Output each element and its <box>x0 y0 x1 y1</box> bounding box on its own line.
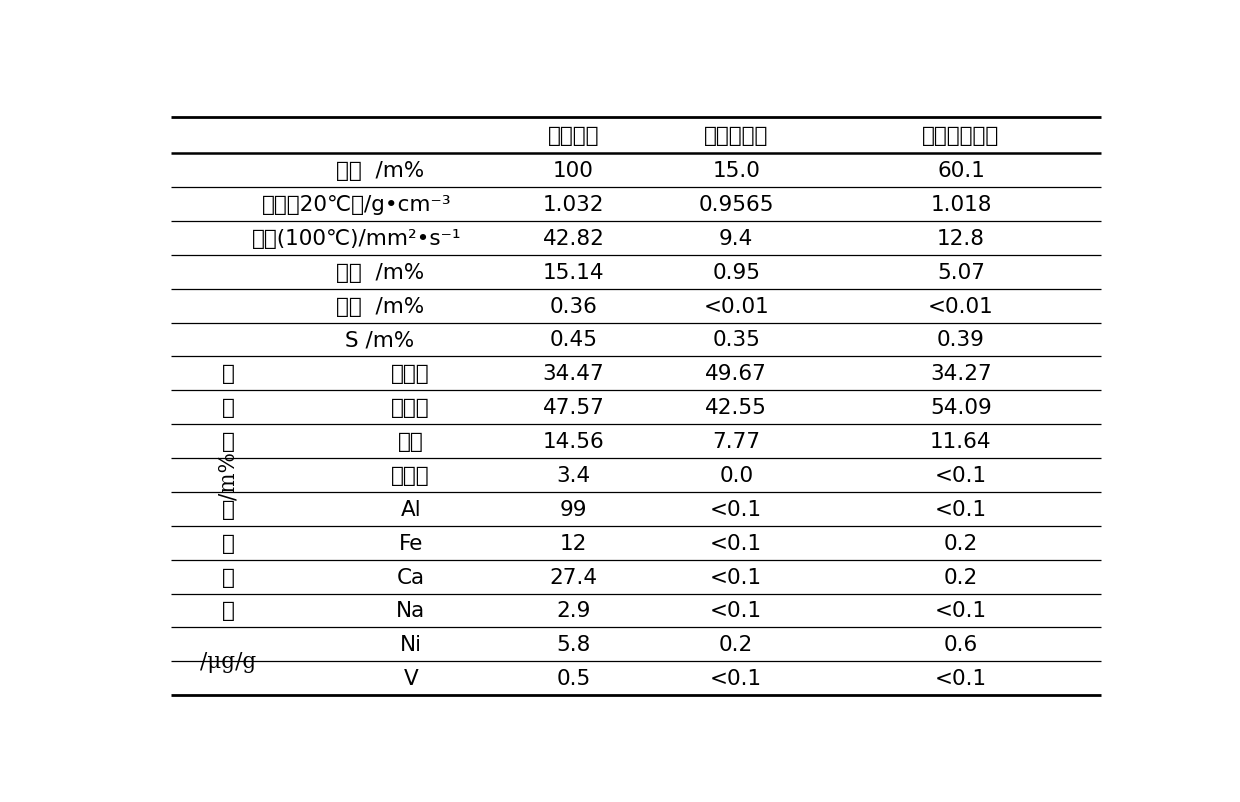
Text: <0.1: <0.1 <box>935 465 987 485</box>
Text: 0.45: 0.45 <box>549 330 598 350</box>
Text: 12.8: 12.8 <box>937 229 985 249</box>
Text: 9.4: 9.4 <box>719 229 754 249</box>
Text: 11.64: 11.64 <box>930 431 992 452</box>
Text: 0.95: 0.95 <box>712 262 760 282</box>
Text: /m%: /m% <box>218 452 239 500</box>
Text: 100: 100 <box>553 161 594 180</box>
Text: 34.47: 34.47 <box>543 364 604 384</box>
Text: 54.09: 54.09 <box>930 398 992 418</box>
Text: Fe: Fe <box>398 533 423 553</box>
Text: 12: 12 <box>559 533 588 553</box>
Text: Ca: Ca <box>397 567 425 587</box>
Text: <0.1: <0.1 <box>711 499 763 519</box>
Text: 粘度(100℃)/mm²•s⁻¹: 粘度(100℃)/mm²•s⁻¹ <box>252 229 461 249</box>
Text: V: V <box>403 668 418 688</box>
Text: 饱和分: 饱和分 <box>392 364 430 384</box>
Text: Ni: Ni <box>399 634 422 654</box>
Text: 42.55: 42.55 <box>706 398 768 418</box>
Text: 油浆原料: 油浆原料 <box>548 126 599 146</box>
Text: 5.8: 5.8 <box>557 634 590 654</box>
Text: <0.1: <0.1 <box>935 499 987 519</box>
Text: /μg/g: /μg/g <box>201 650 257 672</box>
Text: 1.032: 1.032 <box>543 195 604 215</box>
Text: <0.1: <0.1 <box>711 601 763 621</box>
Text: 99: 99 <box>559 499 588 519</box>
Text: 分: 分 <box>222 431 236 452</box>
Text: 15.14: 15.14 <box>543 262 604 282</box>
Text: <0.1: <0.1 <box>711 668 763 688</box>
Text: 沥青质: 沥青质 <box>392 465 430 485</box>
Text: 0.9565: 0.9565 <box>698 195 774 215</box>
Text: 灰分  /m%: 灰分 /m% <box>336 296 424 316</box>
Text: 0.5: 0.5 <box>557 668 590 688</box>
Text: 密度（20℃）/g•cm⁻³: 密度（20℃）/g•cm⁻³ <box>262 195 451 215</box>
Text: 34.27: 34.27 <box>930 364 992 384</box>
Text: 3.4: 3.4 <box>557 465 590 485</box>
Text: 萏取轻组分: 萏取轻组分 <box>704 126 769 146</box>
Text: <0.1: <0.1 <box>935 668 987 688</box>
Text: 15.0: 15.0 <box>712 161 760 180</box>
Text: 0.0: 0.0 <box>719 465 754 485</box>
Text: 0.35: 0.35 <box>712 330 760 350</box>
Text: 47.57: 47.57 <box>543 398 604 418</box>
Text: 60.1: 60.1 <box>937 161 985 180</box>
Text: 1.018: 1.018 <box>930 195 992 215</box>
Text: 金: 金 <box>222 499 236 519</box>
Text: <0.01: <0.01 <box>703 296 769 316</box>
Text: 0.2: 0.2 <box>944 567 978 587</box>
Text: 残炭  /m%: 残炭 /m% <box>336 262 424 282</box>
Text: S /m%: S /m% <box>345 330 414 350</box>
Text: 7.77: 7.77 <box>712 431 760 452</box>
Text: 49.67: 49.67 <box>706 364 768 384</box>
Text: 胶质: 胶质 <box>398 431 424 452</box>
Text: Al: Al <box>401 499 422 519</box>
Text: 芳香分: 芳香分 <box>392 398 430 418</box>
Text: 0.36: 0.36 <box>549 296 598 316</box>
Text: 萏取中间组分: 萏取中间组分 <box>923 126 999 146</box>
Text: 42.82: 42.82 <box>543 229 604 249</box>
Text: 收率  /m%: 收率 /m% <box>336 161 424 180</box>
Text: 属: 属 <box>222 533 236 553</box>
Text: 0.6: 0.6 <box>944 634 978 654</box>
Text: 0.2: 0.2 <box>944 533 978 553</box>
Text: 2.9: 2.9 <box>557 601 590 621</box>
Text: <0.1: <0.1 <box>935 601 987 621</box>
Text: 含: 含 <box>222 567 236 587</box>
Text: 四: 四 <box>222 364 236 384</box>
Text: 量: 量 <box>222 601 236 621</box>
Text: <0.1: <0.1 <box>711 533 763 553</box>
Text: 14.56: 14.56 <box>543 431 604 452</box>
Text: 27.4: 27.4 <box>549 567 598 587</box>
Text: <0.01: <0.01 <box>928 296 994 316</box>
Text: 0.2: 0.2 <box>719 634 754 654</box>
Text: <0.1: <0.1 <box>711 567 763 587</box>
Text: Na: Na <box>396 601 425 621</box>
Text: 0.39: 0.39 <box>937 330 985 350</box>
Text: 5.07: 5.07 <box>937 262 985 282</box>
Text: 组: 组 <box>222 398 236 418</box>
